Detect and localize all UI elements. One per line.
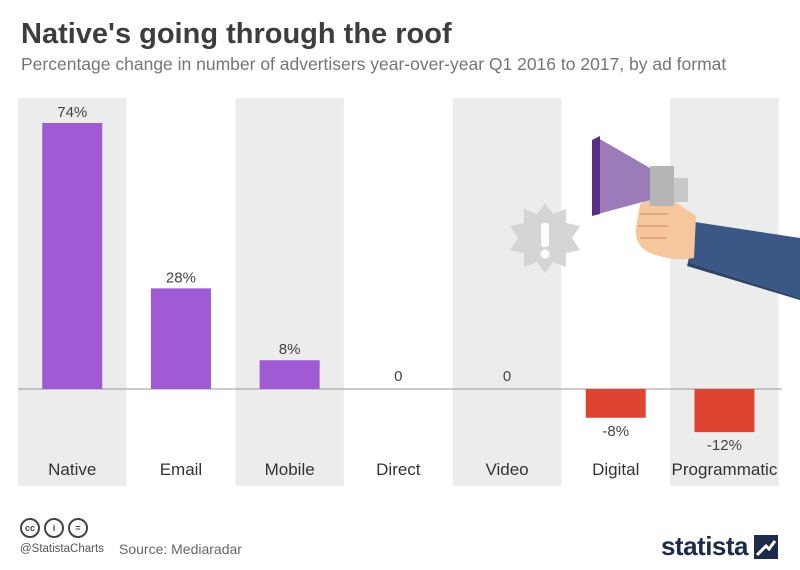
bar-native bbox=[42, 123, 103, 389]
category-label-email: Email bbox=[160, 460, 203, 479]
source-note: Source: Mediaradar bbox=[119, 541, 242, 557]
cc-icon: cc bbox=[20, 518, 40, 538]
statista-logo: statista bbox=[661, 531, 778, 562]
arm-sleeve bbox=[688, 222, 800, 298]
bar-chart: 74% 28% 8% 0 0 -8% -12% Native Email Mobile Direc… bbox=[18, 98, 800, 486]
nd-icon: = bbox=[68, 518, 88, 538]
statista-handle: @StatistaCharts bbox=[20, 543, 104, 555]
category-label-direct: Direct bbox=[376, 460, 421, 479]
chart-title: Native's going through the roof bbox=[21, 18, 452, 50]
by-icon: i bbox=[44, 518, 64, 538]
bar-programmatic bbox=[694, 389, 755, 433]
value-label-video: 0 bbox=[503, 368, 511, 385]
arm-cuff bbox=[687, 262, 800, 300]
value-labels: 74% 28% 8% 0 0 -8% -12% bbox=[57, 104, 742, 454]
column-band-mobile bbox=[235, 98, 344, 486]
column-band-video bbox=[452, 98, 562, 486]
brand-name: statista bbox=[660, 531, 749, 561]
value-label-digital: -8% bbox=[602, 423, 629, 440]
category-label-video: Video bbox=[485, 460, 528, 479]
exclamation-stem bbox=[541, 223, 549, 247]
bar-mobile bbox=[259, 360, 320, 389]
bar-digital bbox=[585, 389, 646, 418]
megaphone-illustration bbox=[510, 136, 800, 300]
megaphone-cone bbox=[598, 138, 650, 214]
column-bands bbox=[18, 98, 779, 486]
value-label-email: 28% bbox=[166, 269, 196, 286]
value-label-mobile: 8% bbox=[279, 341, 301, 358]
category-label-programmatic: Programmatic bbox=[672, 460, 778, 479]
bars bbox=[42, 123, 755, 433]
statista-logo-icon bbox=[754, 534, 778, 559]
chart-subtitle: Percentage change in number of advertise… bbox=[21, 54, 727, 74]
category-label-mobile: Mobile bbox=[265, 460, 315, 479]
license-icons: cc i = bbox=[20, 518, 88, 538]
exclamation-dot bbox=[540, 249, 550, 259]
value-label-native: 74% bbox=[57, 104, 87, 121]
value-label-direct: 0 bbox=[394, 368, 402, 385]
category-label-digital: Digital bbox=[592, 460, 639, 479]
value-label-programmatic: -12% bbox=[707, 437, 742, 454]
megaphone-rim bbox=[592, 136, 600, 216]
bar-email bbox=[150, 288, 211, 389]
megaphone-back bbox=[650, 166, 674, 206]
category-label-native: Native bbox=[48, 460, 96, 479]
hand-fingers bbox=[638, 213, 668, 239]
category-labels: Native Email Mobile Direct Video Digital Progr… bbox=[48, 460, 778, 479]
